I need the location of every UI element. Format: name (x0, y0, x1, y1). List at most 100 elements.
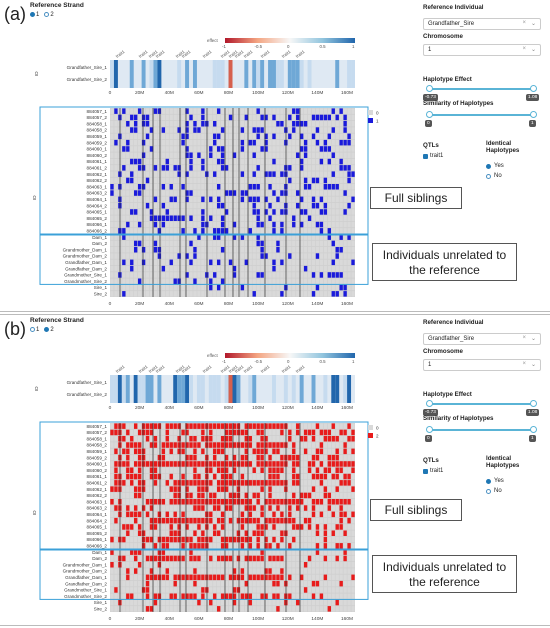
heatmap-cell (122, 536, 126, 543)
heatmap-cell (197, 209, 201, 215)
heatmap-cell (213, 568, 217, 574)
heatmap-cell (141, 259, 146, 266)
heatmap-cell (260, 461, 264, 467)
heatmap-cell (339, 272, 343, 278)
similarity-slider[interactable]: 0 1 (425, 426, 537, 442)
heatmap-cell (351, 543, 355, 549)
heatmap-cell (244, 278, 249, 284)
heatmap-cell (189, 121, 193, 127)
chromosome-select[interactable]: 1 × ⌄ (423, 44, 541, 56)
heatmap-cell (335, 240, 339, 247)
heatmap-cell (311, 499, 316, 505)
clear-icon[interactable]: × (522, 20, 526, 26)
clear-icon[interactable]: × (522, 46, 526, 52)
reference-individual-select[interactable]: Grandfather_Sire × ⌄ (423, 18, 541, 30)
heatmap-cell (288, 152, 292, 158)
heatmap-cell (260, 114, 264, 121)
identical-yes-radio[interactable]: Yes (486, 163, 504, 169)
haplotype-effect-slider[interactable]: -0.73 1.08 (423, 400, 540, 416)
heatmap-cell (292, 278, 296, 284)
heatmap-cell (130, 549, 134, 555)
identical-no-radio[interactable]: No (486, 173, 502, 179)
slider-min-handle[interactable] (426, 400, 433, 407)
slider-max-handle[interactable] (530, 111, 537, 118)
clear-icon[interactable]: × (522, 361, 526, 367)
heatmap-cell (181, 467, 185, 473)
heatmap-cell (252, 423, 256, 429)
clear-icon[interactable]: × (522, 335, 526, 341)
heatmap-cell (268, 114, 272, 121)
heatmap-cell (303, 530, 308, 536)
reference-individual-select[interactable]: Grandfather_Sire × ⌄ (423, 333, 541, 345)
heatmap-cell (311, 568, 316, 574)
heatmap-cell (296, 127, 300, 133)
heatmap-cell (331, 171, 335, 177)
heatmap-cell (268, 467, 272, 473)
heatmap-cell (280, 240, 284, 247)
panel-label: (b) (4, 319, 26, 339)
row-label: Grandmother_Dam_1 (63, 562, 108, 567)
heatmap-cell (228, 436, 233, 442)
strand-option-2[interactable]: 2 (44, 12, 54, 18)
heatmap-cell (299, 133, 304, 140)
qtl-checkbox[interactable]: trait1 (423, 153, 443, 159)
similarity-slider[interactable]: 0 1 (425, 111, 537, 127)
heatmap-cell (252, 177, 256, 184)
heatmap-cell (240, 209, 245, 215)
haplotype-effect-slider[interactable]: -0.73 1.08 (423, 85, 540, 101)
qtl-checkbox[interactable]: trait1 (423, 468, 443, 474)
heatmap-cell (153, 234, 158, 240)
heatmap-cell (339, 127, 343, 133)
heatmap-cell (268, 442, 272, 448)
heatmap-cell (173, 492, 177, 499)
heatmap-cell (280, 158, 284, 165)
heatmap-cell (220, 480, 225, 486)
slider-max-handle[interactable] (530, 400, 537, 407)
heatmap-cell (149, 492, 154, 499)
heatmap-cell (276, 587, 280, 593)
heatmap-cell (130, 158, 134, 165)
identical-yes-radio[interactable]: Yes (486, 478, 504, 484)
strand-option-2[interactable]: 2 (44, 327, 54, 333)
slider-max-handle[interactable] (530, 426, 537, 433)
effect-tick: 0 (287, 44, 290, 49)
row-label: 884058_2 (87, 443, 108, 448)
heatmap-cell (339, 265, 343, 272)
heatmap-cell (319, 473, 324, 480)
slider-max-handle[interactable] (530, 85, 537, 92)
heatmap-cell (292, 580, 296, 587)
effect-cell (113, 375, 118, 403)
heatmap-cell (213, 587, 217, 593)
heatmap-cell (110, 606, 114, 612)
heatmap-cell (260, 146, 264, 152)
heatmap-cell (307, 272, 312, 278)
heatmap-cell (319, 448, 324, 455)
chromosome-select[interactable]: 1 × ⌄ (423, 359, 541, 371)
heatmap-cell (224, 480, 229, 486)
heatmap-cell (114, 259, 118, 266)
slider-min-handle[interactable] (426, 426, 433, 433)
heatmap-cell (122, 461, 126, 467)
heatmap-cell (153, 121, 158, 127)
heatmap-cell (339, 543, 343, 549)
heatmap-cell (189, 152, 193, 158)
identical-no-radio[interactable]: No (486, 488, 502, 494)
heatmap-cell (296, 423, 300, 429)
heatmap-cell (197, 133, 201, 140)
heatmap-cell (327, 454, 331, 461)
slider-min-handle[interactable] (426, 85, 433, 92)
heatmap-cell (240, 272, 245, 278)
heatmap-cell (331, 606, 335, 612)
heatmap-cell (232, 202, 237, 209)
slider-min-handle[interactable] (426, 111, 433, 118)
heatmap-cell (236, 272, 241, 278)
strand-option-1[interactable]: 1 (30, 12, 39, 18)
strand-option-1[interactable]: 1 (30, 327, 39, 333)
heatmap-cell (126, 480, 130, 486)
heatmap-cell (315, 562, 320, 568)
heatmap-cell (197, 177, 201, 184)
top-row-label: Grandfather_Sire_2 (67, 77, 108, 82)
heatmap-cell (319, 606, 324, 612)
